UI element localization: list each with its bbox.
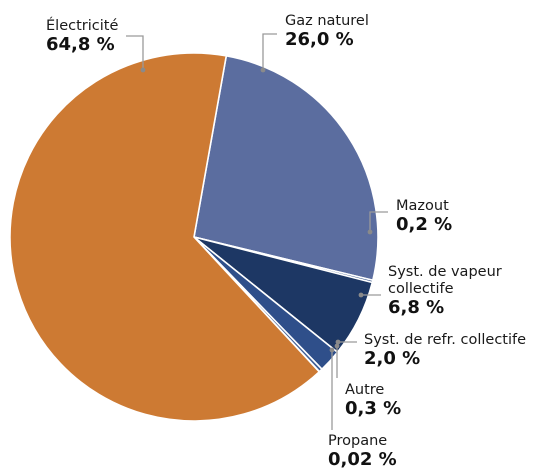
slice-label-name-gaz-naturel: Gaz naturel	[285, 13, 369, 29]
slice-label-name-mazout: Mazout	[396, 198, 449, 214]
slice-label-value-propane: 0,02 %	[328, 449, 397, 470]
leader-line-gaz-naturel	[262, 33, 277, 70]
leader-dot-syst-de-vapeur-collectife	[358, 292, 364, 298]
slice-label-value-syst-de-refr-collectife: 2,0 %	[364, 348, 420, 369]
slice-label-name-syst-de-refr-collectife: Syst. de refr. collectife	[364, 332, 526, 348]
slice-label-name-syst-de-vapeur-collectife-2: collectife	[388, 281, 454, 297]
leader-dot-gaz-naturel	[260, 67, 266, 73]
slice-label-name-autre: Autre	[345, 382, 384, 398]
slice-label-value-autre: 0,3 %	[345, 398, 401, 419]
pie-slices	[9, 52, 379, 422]
slice-label-name-propane: Propane	[328, 433, 387, 449]
leader-dot-electricite	[140, 67, 146, 73]
leader-dot-propane	[329, 347, 335, 353]
slice-label-value-gaz-naturel: 26,0 %	[285, 29, 354, 50]
slice-label-value-electricite: 64,8 %	[46, 34, 115, 55]
leader-dot-autre	[334, 343, 340, 349]
leader-dot-mazout	[367, 229, 373, 235]
slice-label-value-mazout: 0,2 %	[396, 214, 452, 235]
leader-line-mazout	[369, 211, 388, 232]
pie-slice-gaz-naturel	[193, 55, 379, 282]
leader-line-electricite	[126, 35, 144, 70]
leader-dot-syst-de-refr-collectife	[335, 339, 341, 345]
slice-label-name-electricite: Électricité	[46, 17, 118, 34]
pie-slice-electricite	[9, 52, 321, 422]
slice-label-name-syst-de-vapeur-collectife-1: Syst. de vapeur	[388, 264, 502, 280]
leader-lines	[126, 33, 388, 430]
slice-label-value-syst-de-vapeur-collectife: 6,8 %	[388, 297, 444, 318]
